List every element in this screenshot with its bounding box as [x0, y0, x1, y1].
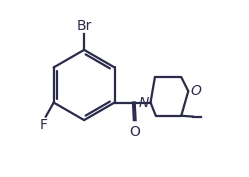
Text: O: O	[191, 84, 202, 98]
Text: F: F	[40, 118, 48, 132]
Text: O: O	[129, 124, 140, 138]
Text: Br: Br	[76, 19, 92, 33]
Text: N: N	[139, 96, 149, 110]
